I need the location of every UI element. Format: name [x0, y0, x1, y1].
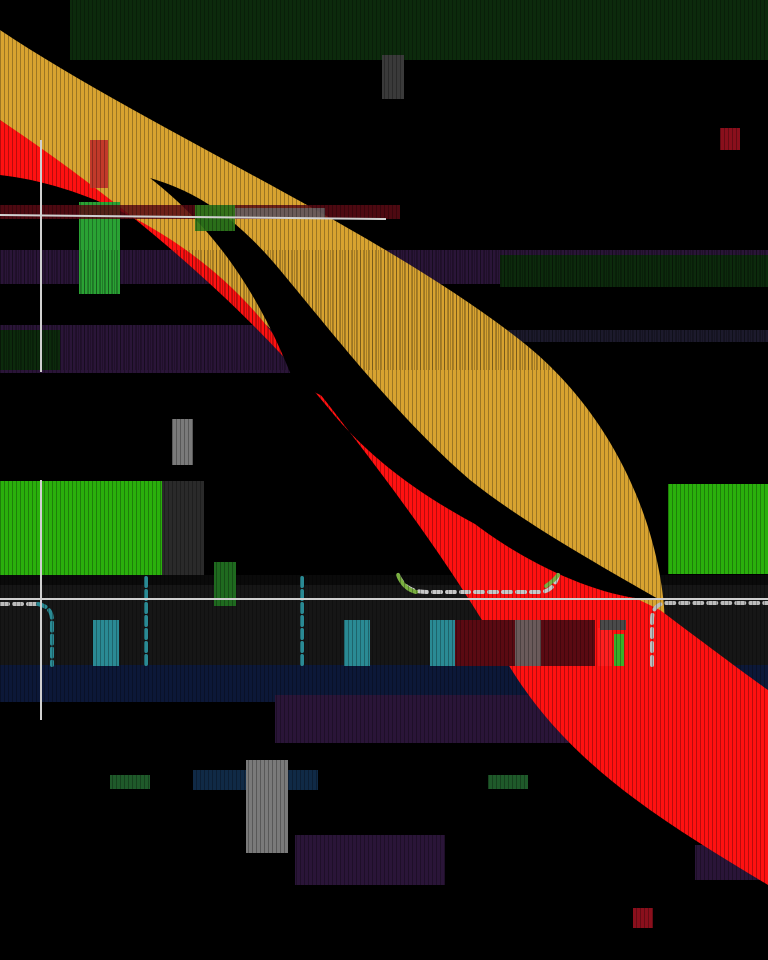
stripe-overlay-band — [0, 250, 768, 370]
crosshair-icon — [0, 140, 768, 720]
crosshair-horizontal-top — [0, 214, 387, 220]
